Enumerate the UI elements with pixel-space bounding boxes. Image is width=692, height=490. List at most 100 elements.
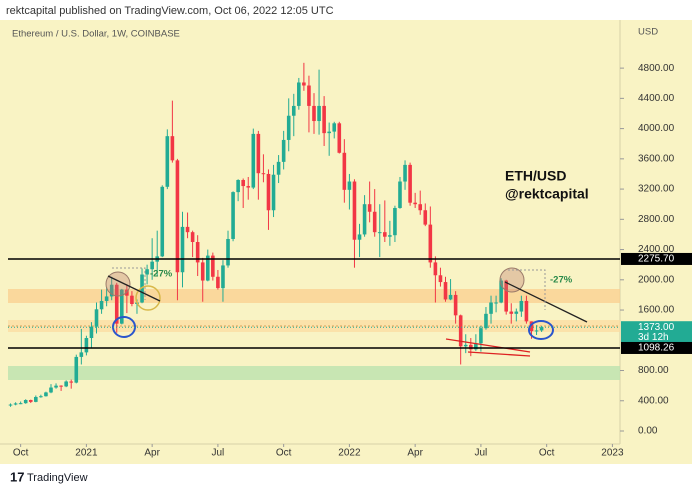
candle-body bbox=[226, 238, 230, 266]
candle-body bbox=[499, 280, 503, 303]
candle-body bbox=[281, 139, 286, 162]
candle-body bbox=[352, 181, 357, 240]
candle-body bbox=[524, 300, 529, 322]
candle-body bbox=[64, 381, 68, 387]
candle-body bbox=[347, 181, 352, 190]
x-tick-label: Oct bbox=[539, 448, 555, 459]
circle-drawing bbox=[105, 271, 131, 297]
candle-body bbox=[307, 85, 311, 106]
candle-body bbox=[246, 186, 251, 188]
y-tick-label: 2000.00 bbox=[638, 274, 675, 285]
candle-body bbox=[211, 255, 215, 277]
candle-body bbox=[372, 211, 377, 233]
price-label: 1373.00 bbox=[638, 322, 675, 333]
candle-body bbox=[322, 105, 326, 134]
candle-body bbox=[458, 315, 463, 347]
footer: TradingView bbox=[27, 472, 88, 484]
x-tick-label: 2023 bbox=[601, 448, 624, 459]
candle-body bbox=[297, 82, 301, 106]
candle-body bbox=[104, 296, 109, 301]
candle-body bbox=[519, 300, 524, 312]
candle-body bbox=[266, 173, 271, 211]
candle-body bbox=[337, 123, 342, 153]
candle-body bbox=[383, 232, 387, 237]
candle-body bbox=[231, 192, 235, 239]
candle-body bbox=[514, 311, 519, 314]
y-tick-label: 3600.00 bbox=[638, 153, 675, 164]
candle-body bbox=[413, 202, 417, 205]
candle-body bbox=[286, 115, 291, 140]
y-tick-label: 2400.00 bbox=[638, 244, 675, 255]
candle-body bbox=[408, 164, 412, 203]
candle-body bbox=[317, 105, 321, 122]
candle-body bbox=[54, 385, 58, 388]
logo-icon: 17 bbox=[10, 469, 24, 484]
candle-body bbox=[423, 210, 428, 225]
y-tick-label: 1600.00 bbox=[638, 305, 675, 316]
candle-body bbox=[120, 289, 124, 324]
candle-body bbox=[428, 224, 433, 263]
candle-body bbox=[479, 328, 483, 344]
trendline bbox=[467, 351, 531, 357]
trendline bbox=[504, 281, 588, 323]
candle-body bbox=[453, 294, 458, 316]
candle-body bbox=[170, 136, 175, 161]
circle-drawing bbox=[135, 285, 161, 311]
candle-body bbox=[89, 326, 94, 339]
candle-body bbox=[256, 133, 261, 174]
demand-zone bbox=[8, 366, 620, 380]
candle-body bbox=[8, 404, 13, 406]
watermark: ETH/USD bbox=[505, 168, 566, 184]
y-tick-label: 4800.00 bbox=[638, 63, 675, 74]
candle-body bbox=[302, 82, 306, 86]
candle-body bbox=[271, 174, 276, 211]
candle-body bbox=[251, 133, 256, 188]
candle-body bbox=[34, 396, 38, 402]
price-label-box bbox=[621, 252, 692, 265]
candle-body bbox=[327, 131, 331, 134]
candle-body bbox=[39, 396, 43, 398]
y-tick-label: 800.00 bbox=[638, 365, 669, 376]
candle-body bbox=[200, 262, 205, 281]
x-tick-label: Apr bbox=[407, 448, 423, 459]
circle-drawing bbox=[499, 267, 525, 293]
candle-body bbox=[398, 181, 402, 208]
candle-body bbox=[205, 255, 210, 281]
candle-body bbox=[438, 275, 443, 283]
x-tick-label: 2022 bbox=[338, 448, 361, 459]
candle-body bbox=[357, 234, 362, 240]
candle-body bbox=[312, 105, 316, 122]
candle-body bbox=[109, 284, 114, 297]
candle-body bbox=[463, 344, 468, 347]
candle-body bbox=[216, 276, 220, 289]
candle-body bbox=[165, 136, 170, 187]
y-unit: USD bbox=[638, 27, 658, 38]
y-tick-label: 400.00 bbox=[638, 395, 669, 406]
candle-body bbox=[150, 261, 154, 270]
candle-body bbox=[362, 204, 367, 235]
annotation: -27% bbox=[550, 275, 573, 286]
candle-body bbox=[114, 284, 119, 324]
watermark: @rektcapital bbox=[505, 186, 589, 202]
candle-body bbox=[332, 123, 337, 132]
candle-body bbox=[241, 180, 245, 187]
header: rektcapital published on TradingView.com… bbox=[6, 5, 334, 17]
candle-body bbox=[185, 226, 190, 233]
candle-body bbox=[160, 186, 165, 257]
x-tick-label: Oct bbox=[276, 448, 292, 459]
x-tick-label: Oct bbox=[13, 448, 29, 459]
y-tick-label: 3200.00 bbox=[638, 184, 675, 195]
candle-body bbox=[99, 300, 104, 310]
y-tick-label: 0.00 bbox=[638, 426, 658, 437]
candle-body bbox=[195, 242, 200, 263]
measure-bracket bbox=[112, 267, 146, 300]
candle-body bbox=[140, 274, 144, 303]
measure-bracket bbox=[508, 269, 546, 310]
candle-body bbox=[74, 356, 79, 383]
candle-body bbox=[23, 400, 28, 404]
y-tick-label: 4400.00 bbox=[638, 93, 675, 104]
candle-body bbox=[342, 152, 347, 190]
plot bbox=[8, 62, 544, 407]
candle-body bbox=[494, 302, 498, 304]
candle-body bbox=[28, 400, 33, 402]
